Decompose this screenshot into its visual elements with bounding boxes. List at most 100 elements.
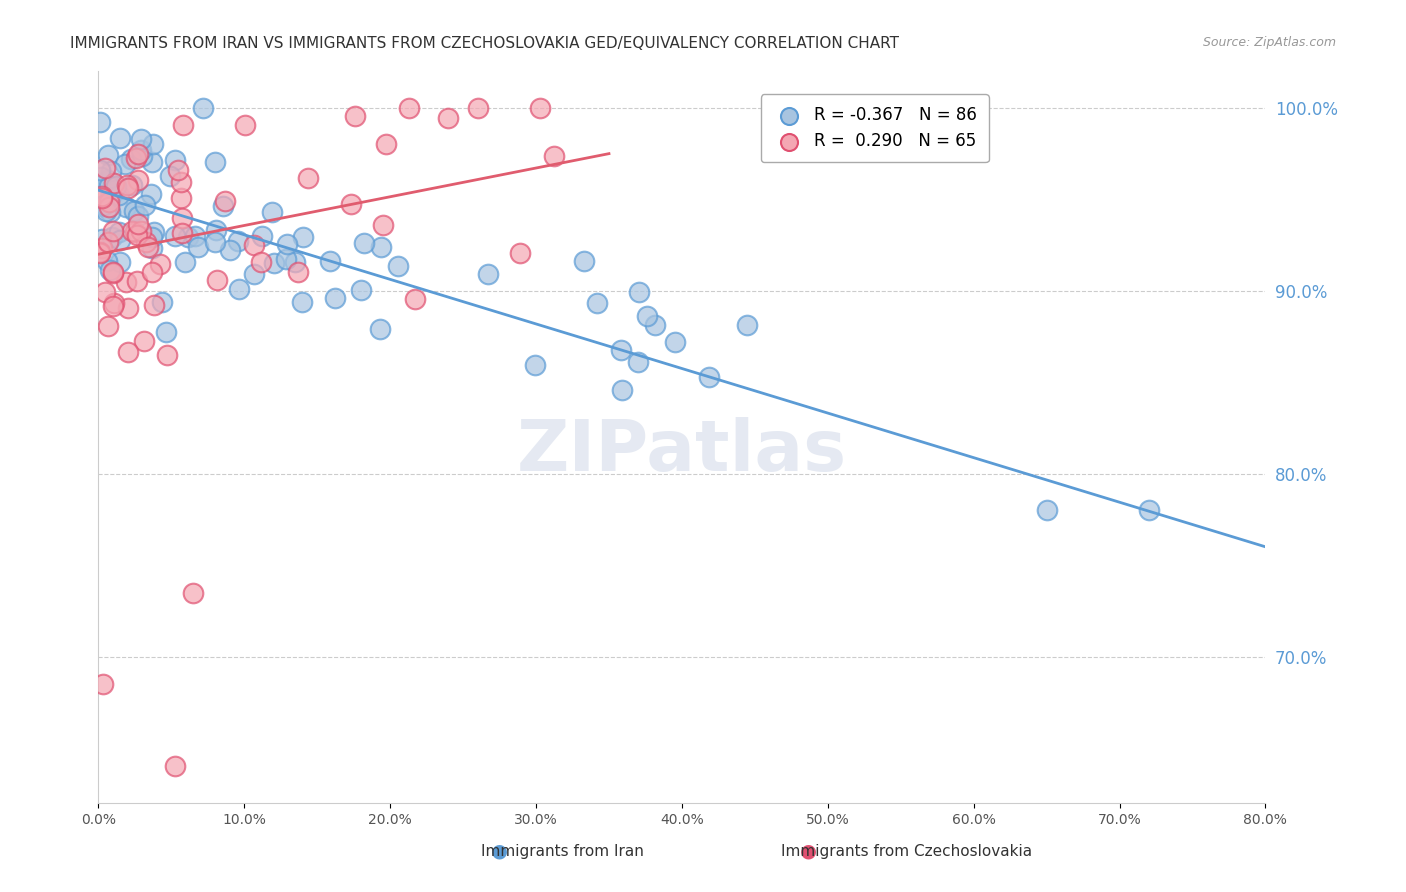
Point — [214, 194, 236, 208]
Point — [263, 255, 285, 269]
Point — [368, 321, 391, 335]
Point — [89, 115, 111, 129]
Point — [117, 181, 139, 195]
Point — [131, 224, 153, 238]
Point — [97, 319, 120, 334]
Point — [467, 101, 489, 115]
Text: IMMIGRANTS FROM IRAN VS IMMIGRANTS FROM CZECHOSLOVAKIA GED/EQUIVALENCY CORRELATI: IMMIGRANTS FROM IRAN VS IMMIGRANTS FROM … — [70, 36, 900, 51]
Point — [91, 198, 114, 212]
Point — [94, 285, 117, 299]
Point — [101, 265, 124, 279]
Point — [404, 292, 426, 306]
Point — [97, 172, 120, 186]
Point — [291, 294, 314, 309]
Point — [644, 318, 666, 333]
Point — [218, 243, 240, 257]
Point — [163, 229, 186, 244]
Point — [398, 101, 420, 115]
Point — [477, 267, 499, 281]
Point — [117, 301, 139, 315]
Point — [387, 260, 409, 274]
Point — [90, 232, 112, 246]
Point — [149, 257, 172, 271]
Point — [664, 334, 686, 349]
Point — [103, 177, 125, 191]
Point — [524, 359, 547, 373]
Point — [91, 191, 114, 205]
Point — [610, 384, 633, 398]
Point — [174, 255, 197, 269]
Point — [125, 152, 148, 166]
Point — [98, 178, 121, 193]
Point — [353, 236, 375, 251]
Point — [97, 200, 120, 214]
Point — [108, 131, 131, 145]
Point — [339, 196, 361, 211]
Point — [243, 238, 266, 252]
Point — [104, 178, 127, 193]
Point — [697, 369, 720, 384]
Point — [155, 325, 177, 339]
Point — [250, 228, 273, 243]
Point — [184, 229, 207, 244]
Point — [627, 355, 650, 369]
Point — [170, 226, 193, 240]
Point — [142, 298, 165, 312]
Point — [103, 296, 125, 310]
Point — [120, 152, 142, 166]
Point — [529, 101, 551, 115]
Point — [163, 759, 186, 773]
Point — [370, 240, 392, 254]
Point — [297, 170, 319, 185]
Point — [121, 178, 143, 192]
Point — [141, 265, 163, 279]
Point — [107, 226, 129, 240]
Point — [141, 241, 163, 255]
Point — [228, 234, 250, 248]
Point — [101, 224, 124, 238]
Point — [101, 229, 124, 244]
Point — [89, 163, 111, 178]
Point — [107, 188, 129, 202]
Point — [90, 188, 112, 202]
Point — [204, 154, 226, 169]
Point — [91, 677, 114, 691]
Point — [735, 318, 758, 332]
Point — [636, 309, 658, 323]
Point — [204, 235, 226, 250]
Point — [134, 198, 156, 212]
Point — [509, 245, 531, 260]
Point — [139, 187, 162, 202]
Point — [117, 178, 139, 193]
Text: Source: ZipAtlas.com: Source: ZipAtlas.com — [1202, 36, 1336, 49]
Point — [235, 119, 257, 133]
Point — [1137, 503, 1160, 517]
Point — [115, 275, 138, 289]
Point — [165, 153, 187, 167]
Point — [124, 225, 146, 239]
Point — [371, 218, 394, 232]
Point — [101, 299, 124, 313]
Point — [125, 228, 148, 243]
Text: ●: ● — [800, 841, 817, 860]
Point — [191, 101, 214, 115]
Point — [101, 266, 124, 280]
Point — [93, 198, 115, 212]
Text: ZIPatlas: ZIPatlas — [517, 417, 846, 486]
Point — [89, 245, 111, 260]
Point — [204, 222, 226, 236]
Text: Immigrants from Czechoslovakia: Immigrants from Czechoslovakia — [782, 845, 1032, 859]
Point — [114, 157, 136, 171]
Point — [610, 343, 633, 357]
Point — [122, 203, 145, 218]
Point — [150, 295, 173, 310]
Point — [117, 344, 139, 359]
Point — [274, 252, 297, 267]
Text: Immigrants from Iran: Immigrants from Iran — [481, 845, 644, 859]
Point — [100, 164, 122, 178]
Point — [572, 253, 595, 268]
Point — [260, 205, 283, 219]
Point — [138, 240, 160, 254]
Point — [121, 224, 143, 238]
Point — [96, 254, 118, 268]
